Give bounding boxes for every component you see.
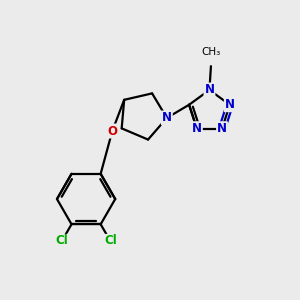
Text: N: N <box>204 83 214 97</box>
Text: Cl: Cl <box>104 235 117 248</box>
Text: Cl: Cl <box>56 235 68 248</box>
Text: N: N <box>192 122 202 135</box>
Text: CH₃: CH₃ <box>201 47 220 57</box>
Text: N: N <box>217 122 227 135</box>
Text: N: N <box>225 98 235 111</box>
Text: O: O <box>107 124 117 137</box>
Text: N: N <box>162 111 172 124</box>
